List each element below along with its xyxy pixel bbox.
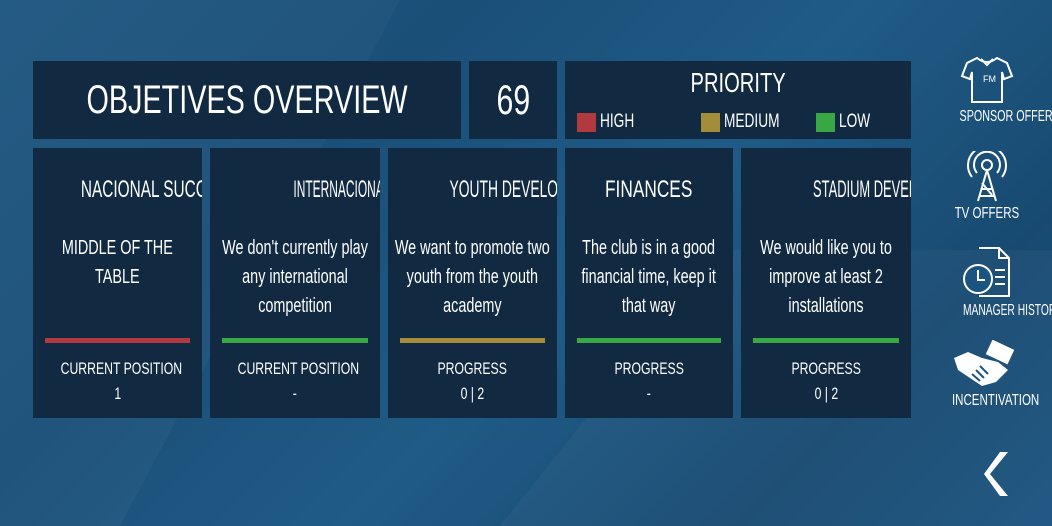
metric-label: PROGRESS: [437, 359, 508, 378]
shirt-icon: FM: [960, 56, 1014, 103]
objective-title: INTERNACIONAL SUCCESS: [293, 176, 380, 203]
objective-description: We want to promote two youth from the yo…: [394, 237, 551, 317]
metric-value: 1: [114, 384, 121, 403]
objective-card: YOUTH DEVELOPMENT We want to promote two…: [388, 148, 557, 418]
objective-title: YOUTH DEVELOPMENT: [449, 176, 557, 203]
legend-high: HIGH: [577, 111, 648, 133]
handshake-money-icon: [954, 340, 1015, 386]
sponsor-offers-button[interactable]: FM SPONSOR OFFERS: [935, 54, 1052, 126]
sidebar-label: SPONSOR OFFERS: [959, 108, 1052, 125]
objective-description: The club is in a good financial time, ke…: [581, 237, 717, 317]
objective-description: MIDDLE OF THE TABLE: [62, 237, 173, 288]
manager-history-button[interactable]: MANAGER HISTORY: [935, 246, 1052, 320]
objective-card: NACIONAL SUCCESS MIDDLE OF THE TABLE CUR…: [33, 148, 202, 418]
priority-bar: [222, 338, 368, 343]
sidebar-label: TV OFFERS: [954, 205, 1020, 222]
metric-value: 0 | 2: [814, 384, 838, 403]
shirt-logo: FM: [983, 74, 996, 84]
document-clock-icon: [963, 247, 1010, 297]
tv-offers-button[interactable]: TV OFFERS: [935, 151, 1039, 223]
objective-card: FINANCES The club is in a good financial…: [565, 148, 733, 418]
priority-bar: [753, 338, 899, 343]
sidebar-label: INCENTIVATION: [951, 392, 1040, 409]
priority-bar: [400, 338, 545, 343]
priority-bar: [577, 338, 721, 343]
score-value: 69: [469, 61, 557, 139]
objective-title: FINANCES: [605, 176, 693, 203]
metric-value: -: [646, 384, 652, 403]
metric-label: PROGRESS: [791, 359, 861, 378]
metric-label: CURRENT POSITION: [60, 359, 183, 378]
objective-card: STADIUM DEVELOPMENT We would like you to…: [741, 148, 911, 418]
metric-value: 0 | 2: [460, 384, 485, 403]
objective-title: NACIONAL SUCCESS: [80, 176, 202, 203]
incentivation-button[interactable]: INCENTIVATION: [935, 340, 1039, 410]
legend-low: LOW: [816, 111, 882, 133]
objective-card: INTERNACIONAL SUCCESS We don't currently…: [210, 148, 380, 418]
objective-title: STADIUM DEVELOPMENT: [813, 176, 911, 203]
back-button[interactable]: [984, 450, 1012, 503]
sidebar-label: MANAGER HISTORY: [962, 302, 1052, 319]
legend-medium: MEDIUM: [701, 111, 801, 133]
priority-legend: PRIORITY HIGH MEDIUM LOW: [565, 61, 911, 139]
objective-description: We don't currently play any internationa…: [222, 237, 368, 317]
chevron-left-icon: [984, 452, 1008, 496]
priority-bar: [45, 338, 190, 343]
metric-label: CURRENT POSITION: [237, 359, 360, 378]
radio-tower-icon: [967, 151, 1007, 202]
metric-label: PROGRESS: [614, 359, 684, 378]
priority-title: PRIORITY: [690, 67, 786, 98]
metric-value: -: [292, 384, 298, 403]
page-title: OBJETIVES OVERVIEW: [33, 61, 461, 139]
objective-description: We would like you to improve at least 2 …: [760, 237, 892, 317]
